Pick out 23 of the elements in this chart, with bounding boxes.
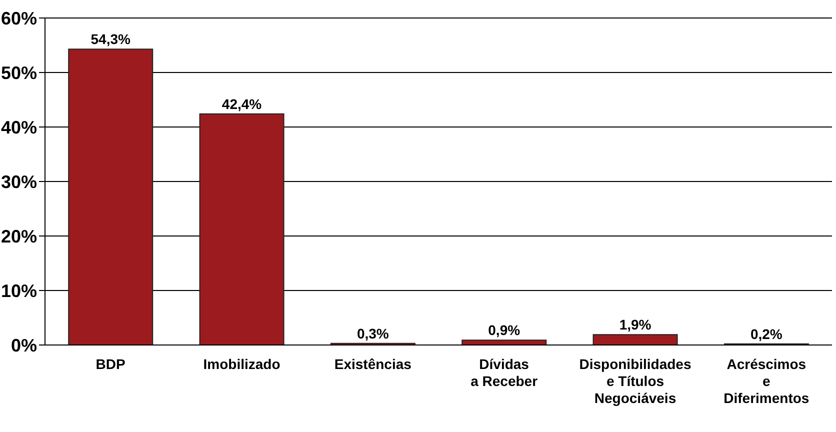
y-tick-label: 50%	[0, 62, 37, 83]
y-tick-label: 20%	[0, 226, 37, 246]
y-tick-label: 60%	[0, 8, 37, 28]
y-tick-label: 40%	[0, 117, 37, 138]
y-tick-label: 10%	[0, 280, 37, 301]
x-tick-label: Existências	[334, 356, 412, 372]
bar	[199, 113, 284, 345]
data-label: 0,2%	[750, 326, 783, 342]
x-tick-label: Acréscimos e Diferimentos	[724, 356, 810, 406]
data-label: 0,9%	[488, 322, 521, 338]
data-label: 42,4%	[222, 96, 262, 112]
data-label: 54,3%	[90, 31, 132, 48]
bar	[462, 340, 547, 345]
bar	[68, 48, 154, 345]
x-tick-label: Dívidas a Receber	[470, 356, 538, 389]
data-label: 1,9%	[619, 316, 652, 333]
x-tick-label: BDP	[96, 356, 126, 372]
bar	[592, 334, 678, 345]
x-tick-label: Imobilizado	[203, 356, 280, 372]
data-label: 0,3%	[356, 325, 390, 342]
y-tick-label: 0%	[10, 335, 37, 356]
x-tick-label: Disponibilidades e Títulos Negociáveis	[579, 356, 692, 406]
y-tick-label: 30%	[0, 172, 37, 192]
